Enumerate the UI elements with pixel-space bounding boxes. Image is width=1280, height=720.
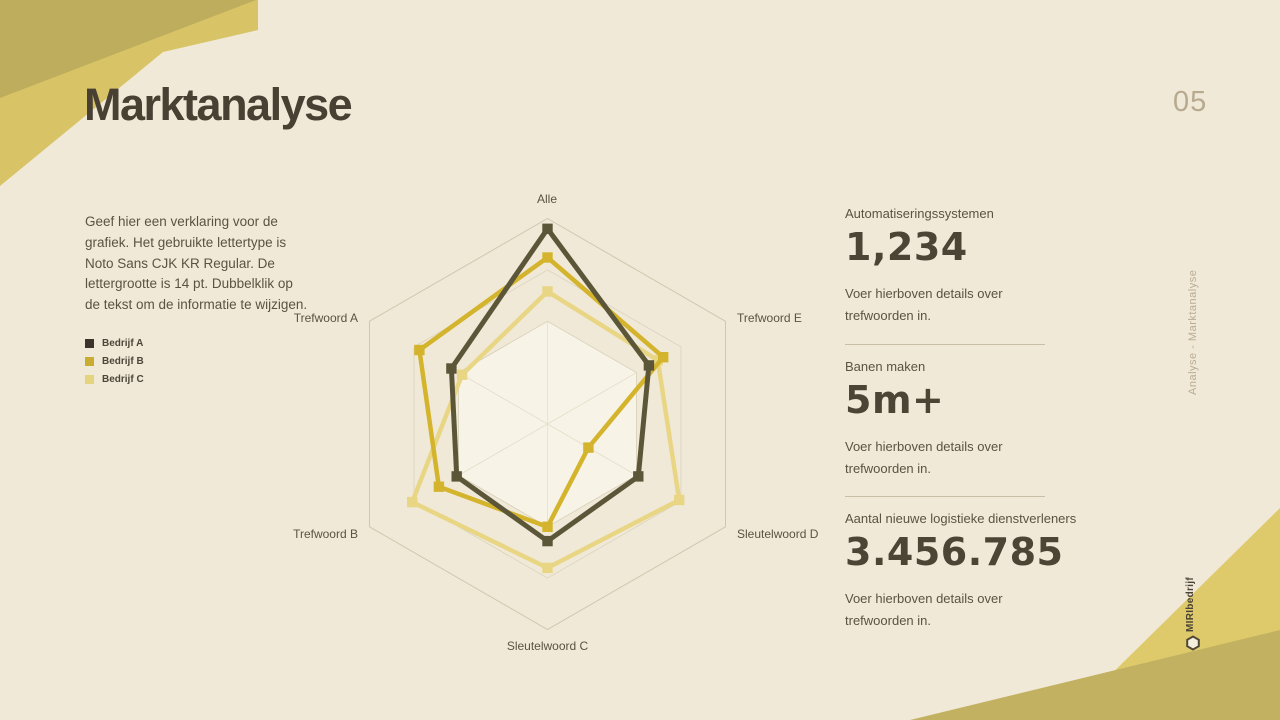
brand-logo-hexagon-icon — [1186, 635, 1200, 651]
stats-divider — [845, 344, 1045, 345]
stat-label: Aantal nieuwe logistieke dienstverleners — [845, 511, 1077, 526]
axis-label-sleutelwoord-d: Sleutelwoord D — [737, 527, 819, 541]
stat-block-logistieke-dienstverleners[interactable]: Aantal nieuwe logistieke dienstverleners… — [845, 511, 1077, 631]
legend-item-bedrijf-a: Bedrijf A — [85, 338, 144, 349]
chart-legend: Bedrijf A Bedrijf B Bedrijf C — [85, 338, 144, 385]
side-vertical-label: Analyse - Marktanalyse — [1187, 269, 1199, 395]
axis-label-alle: Alle — [536, 192, 557, 206]
legend-label: Bedrijf C — [102, 374, 144, 385]
stat-block-banen-maken[interactable]: Banen maken 5m+ Voer hierboven details o… — [845, 359, 1075, 479]
stat-description-line: Voer hierboven details over — [845, 439, 1003, 454]
description-line: de tekst om de informatie te wijzigen. — [85, 297, 308, 313]
page-number: 05 — [1173, 86, 1208, 118]
stat-description-line: Voer hierboven details over — [845, 591, 1003, 606]
chart-description[interactable]: Geef hier een verklaring voor de grafiek… — [85, 212, 315, 316]
description-line: Noto Sans CJK KR Regular. De — [85, 255, 275, 271]
axis-label-sleutelwoord-c: Sleutelwoord C — [506, 639, 589, 653]
radar-chart[interactable] — [280, 185, 815, 670]
stat-label: Banen maken — [845, 359, 926, 374]
stat-value: 5m+ — [845, 378, 945, 422]
stat-description-line: trefwoorden in. — [845, 612, 931, 628]
legend-swatch-bedrijf-a — [85, 339, 94, 348]
legend-label: Bedrijf B — [102, 356, 144, 367]
brand-name: MIRIbedrijf — [1185, 577, 1196, 632]
stat-value: 1,234 — [845, 225, 968, 269]
description-line: grafiek. Het gebruikte lettertype is — [85, 234, 287, 250]
stat-value: 3.456.785 — [845, 530, 1064, 574]
legend-item-bedrijf-c: Bedrijf C — [85, 374, 144, 385]
stat-description-line: trefwoorden in. — [845, 307, 931, 323]
axis-label-trefwoord-e: Trefwoord E — [737, 311, 802, 325]
axis-label-trefwoord-b: Trefwoord B — [293, 527, 358, 541]
stat-description-line: Voer hierboven details over — [845, 286, 1003, 301]
description-line: lettergrootte is 14 pt. Dubbelklik op — [85, 276, 293, 292]
stat-block-automatiseringssystemen[interactable]: Automatiseringssystemen 1,234 Voer hierb… — [845, 206, 1075, 326]
description-line: Geef hier een verklaring voor de — [85, 214, 278, 229]
stats-divider — [845, 496, 1045, 497]
stat-description-line: trefwoorden in. — [845, 460, 931, 476]
page-title: Marktanalyse — [84, 79, 353, 130]
axis-label-trefwoord-a: Trefwoord A — [293, 311, 358, 325]
decoration-bottom-right-muted — [910, 630, 1280, 720]
legend-label: Bedrijf A — [102, 338, 144, 349]
legend-item-bedrijf-b: Bedrijf B — [85, 356, 144, 367]
legend-swatch-bedrijf-b — [85, 357, 94, 366]
stat-label: Automatiseringssystemen — [845, 206, 994, 221]
legend-swatch-bedrijf-c — [85, 375, 94, 384]
radar-chart-svg — [369, 217, 726, 631]
